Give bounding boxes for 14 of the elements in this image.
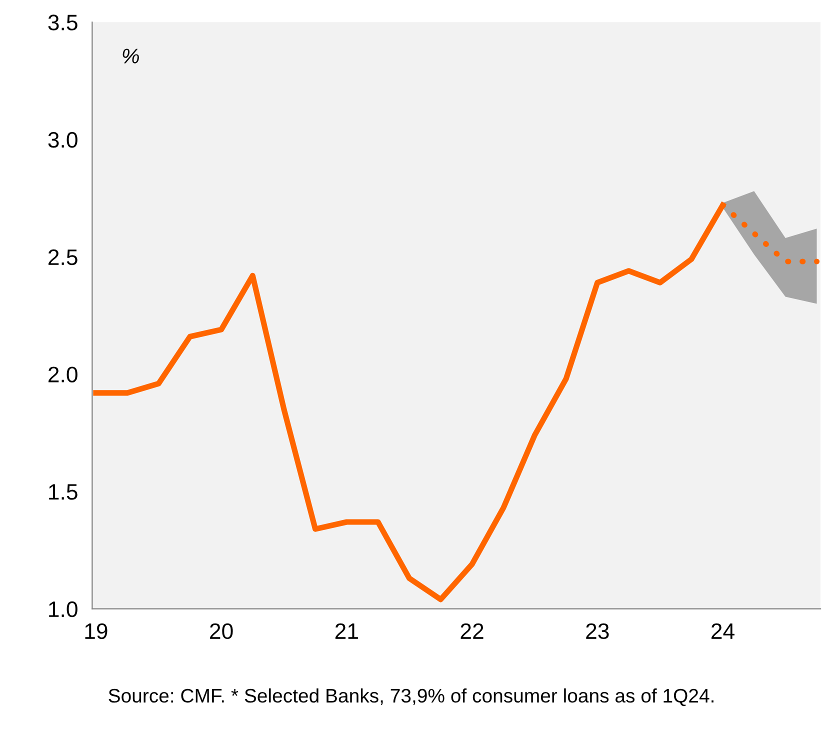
y-tick-label: 2.0 xyxy=(48,366,78,382)
x-tick-label: 21 xyxy=(335,623,358,639)
y-tick-label: 1.0 xyxy=(49,601,78,618)
x-tick-label: 20 xyxy=(210,623,233,640)
annotation: % xyxy=(122,48,139,64)
y-tick-label: 3.5 xyxy=(48,14,78,30)
source-note: Source: CMF. * Selected Banks, 73,9% of consumer loans as of 1Q24. xyxy=(108,688,714,706)
y-tick-label: 3.0 xyxy=(48,132,78,148)
x-tick-label: 24 xyxy=(712,623,734,639)
y-tick-label: 2.5 xyxy=(48,249,78,266)
x-tick-label: 19 xyxy=(85,623,108,640)
y-tick-label: 1.5 xyxy=(49,484,78,500)
x-tick-label: 22 xyxy=(460,623,484,639)
x-tick-label: 23 xyxy=(586,623,609,640)
